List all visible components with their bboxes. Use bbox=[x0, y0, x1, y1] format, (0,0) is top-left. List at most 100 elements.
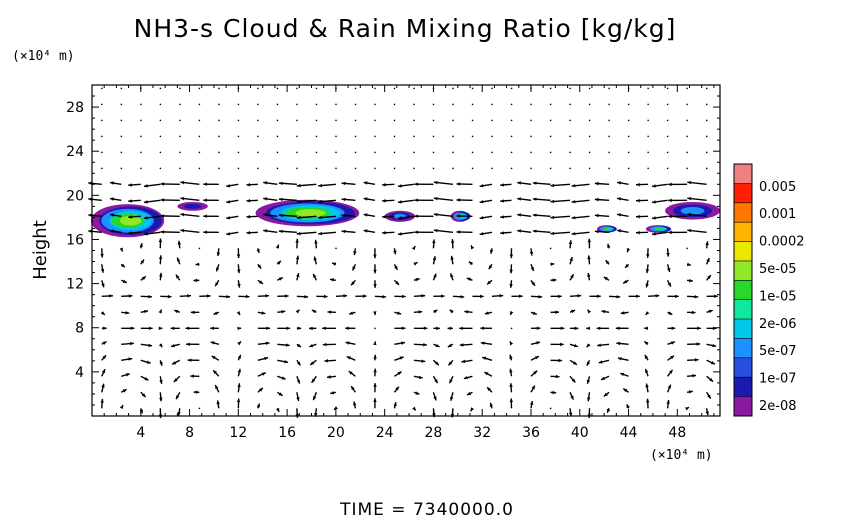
wind-arrow bbox=[120, 388, 127, 393]
wind-arrow bbox=[586, 359, 591, 366]
wind-arrow bbox=[500, 215, 512, 219]
wind-arrow bbox=[218, 87, 220, 90]
colorbar-swatch bbox=[734, 377, 752, 397]
wind-arrow bbox=[128, 231, 141, 235]
wind-arrow bbox=[101, 383, 105, 393]
wind-arrow bbox=[158, 343, 163, 348]
wind-arrow bbox=[363, 213, 376, 217]
wind-arrow bbox=[617, 181, 629, 185]
wind-arrow bbox=[432, 103, 435, 106]
wind-arrow bbox=[432, 151, 435, 154]
wind-arrow bbox=[179, 294, 192, 298]
wind-arrow bbox=[432, 273, 437, 281]
wind-arrow bbox=[120, 279, 128, 284]
wind-arrow bbox=[257, 372, 267, 377]
wind-arrow bbox=[318, 231, 336, 236]
wind-arrow bbox=[315, 151, 318, 154]
wind-arrow bbox=[532, 229, 551, 233]
colorbar-swatch bbox=[734, 338, 752, 358]
wind-arrow bbox=[175, 274, 181, 281]
cloud-region bbox=[177, 201, 208, 211]
wind-arrow bbox=[588, 135, 591, 138]
wind-arrow bbox=[100, 264, 105, 273]
wind-arrow bbox=[171, 359, 181, 366]
wind-arrow bbox=[491, 151, 493, 154]
wind-arrow bbox=[687, 228, 707, 233]
wind-arrow bbox=[236, 398, 241, 409]
wind-arrow bbox=[549, 119, 552, 122]
wind-arrow bbox=[199, 294, 211, 298]
wind-arrow bbox=[687, 310, 696, 315]
wind-arrow bbox=[550, 278, 557, 282]
wind-arrow bbox=[393, 248, 397, 255]
wind-arrow bbox=[452, 119, 454, 122]
colorbar-swatch bbox=[734, 222, 752, 242]
wind-arrow bbox=[226, 183, 239, 188]
wind-arrow bbox=[550, 390, 557, 395]
wind-arrow bbox=[318, 199, 336, 204]
wind-arrow bbox=[472, 294, 484, 299]
wind-arrow bbox=[461, 359, 473, 364]
wind-arrow bbox=[341, 213, 356, 218]
wind-arrow bbox=[195, 262, 200, 267]
wind-arrow bbox=[324, 359, 336, 363]
wind-arrow bbox=[140, 391, 147, 398]
wind-arrow bbox=[296, 87, 298, 90]
wind-arrow bbox=[510, 103, 513, 106]
wind-arrow bbox=[414, 182, 434, 186]
wind-arrow bbox=[193, 278, 200, 283]
wind-arrow bbox=[517, 197, 532, 201]
wind-arrow bbox=[433, 309, 438, 314]
wind-arrow bbox=[120, 87, 123, 90]
wind-arrow bbox=[450, 255, 454, 265]
wind-arrow bbox=[140, 167, 142, 170]
wind-arrow bbox=[456, 198, 473, 202]
wind-arrow bbox=[373, 280, 377, 288]
wind-arrow bbox=[296, 199, 317, 204]
wind-arrow bbox=[318, 183, 336, 188]
wind-arrow bbox=[571, 183, 590, 188]
wind-arrow bbox=[315, 103, 318, 106]
wind-arrow bbox=[296, 294, 309, 299]
wind-arrow bbox=[211, 355, 220, 361]
wind-arrow bbox=[354, 167, 357, 170]
wind-arrow bbox=[276, 260, 282, 265]
wind-arrow bbox=[210, 341, 220, 345]
wind-arrow bbox=[413, 151, 415, 154]
wind-arrow bbox=[705, 103, 708, 106]
wind-arrow bbox=[120, 135, 123, 138]
wind-arrow bbox=[213, 311, 220, 316]
wind-arrow bbox=[413, 135, 415, 138]
wind-arrow bbox=[331, 262, 337, 266]
wind-arrow bbox=[588, 87, 591, 90]
wind-arrow bbox=[464, 310, 473, 314]
wind-arrow bbox=[569, 119, 571, 122]
wind-arrow bbox=[212, 369, 220, 377]
wind-arrow bbox=[216, 248, 221, 257]
colorbar-swatch bbox=[734, 202, 752, 223]
wind-arrow bbox=[509, 264, 513, 274]
wind-arrow bbox=[586, 326, 590, 331]
wind-arrow bbox=[459, 326, 473, 331]
wind-arrow bbox=[530, 326, 541, 330]
wind-arrow bbox=[394, 341, 406, 345]
wind-arrow bbox=[628, 294, 640, 299]
colorbar-swatch bbox=[734, 357, 752, 378]
wind-arrow bbox=[335, 167, 337, 170]
wind-arrow bbox=[510, 327, 513, 330]
wind-arrow bbox=[263, 229, 278, 233]
wind-arrow bbox=[452, 103, 454, 106]
wind-arrow bbox=[705, 167, 708, 170]
colorbar-label: 0.005 bbox=[759, 180, 796, 195]
wind-arrow bbox=[706, 326, 717, 331]
wind-arrow bbox=[382, 183, 395, 187]
wind-arrow bbox=[393, 151, 396, 154]
wind-arrow bbox=[101, 119, 103, 122]
wind-arrow bbox=[101, 326, 107, 330]
wind-arrow bbox=[256, 248, 260, 254]
wind-arrow bbox=[345, 326, 356, 330]
wind-arrow bbox=[596, 326, 610, 331]
wind-arrow bbox=[414, 230, 434, 234]
wind-arrow bbox=[278, 197, 297, 202]
wind-arrow bbox=[341, 197, 356, 202]
